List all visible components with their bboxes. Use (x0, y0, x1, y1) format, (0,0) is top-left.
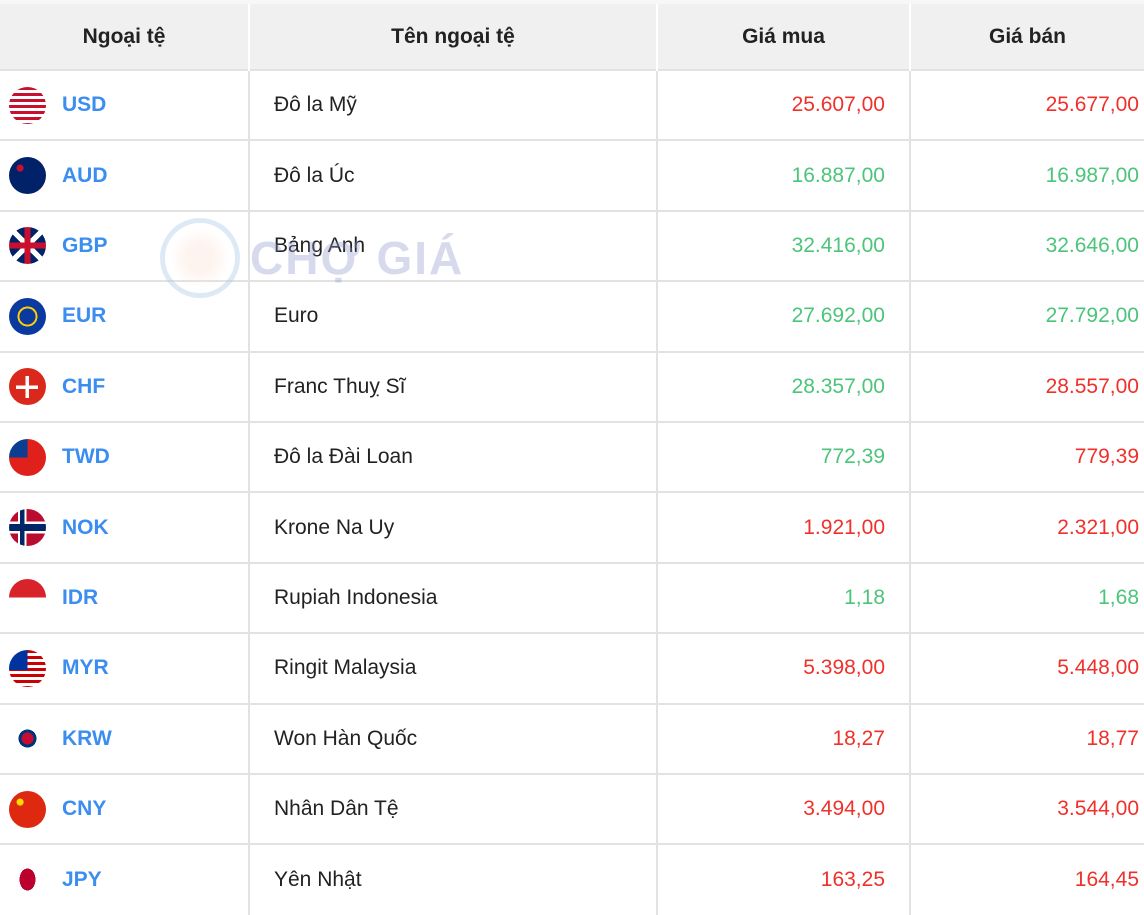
my-flag-icon (9, 649, 46, 687)
header-currency-code: Ngoại tệ (0, 4, 250, 70)
currency-name: Won Hàn Quốc (249, 702, 658, 774)
table-row: CNY Nhân Dân Tệ 3.494,00 3.544,00 (0, 772, 1144, 845)
ch-flag-icon (9, 368, 46, 406)
currency-code-cell: CNY (0, 772, 250, 845)
currency-code-link[interactable]: MYR (62, 656, 109, 680)
currency-name: Yên Nhật (249, 843, 658, 915)
us-flag-icon (9, 86, 46, 124)
header-currency-name: Tên ngoại tệ (249, 4, 658, 70)
currency-name: Đô la Đài Loan (249, 420, 658, 493)
sell-price: 28.557,00 (910, 350, 1144, 422)
currency-name: Đô la Mỹ (249, 68, 658, 141)
eu-flag-icon (9, 297, 46, 335)
sell-price: 16.987,00 (910, 139, 1144, 211)
currency-name: Euro (249, 280, 658, 352)
jp-flag-icon (9, 861, 46, 899)
buy-price: 1.921,00 (657, 491, 911, 563)
top-border (0, 0, 1144, 4)
currency-code-cell: IDR (0, 561, 250, 634)
au-flag-icon (9, 157, 46, 195)
table-row: USD Đô la Mỹ 25.607,00 25.677,00 (0, 68, 1144, 141)
sell-price: 164,45 (910, 843, 1144, 915)
table-row: GBP Bảng Anh 32.416,00 32.646,00 (0, 209, 1144, 282)
sell-price: 32.646,00 (910, 209, 1144, 282)
currency-code-link[interactable]: IDR (62, 585, 99, 609)
currency-code-link[interactable]: KRW (62, 726, 112, 750)
header-buy-price: Giá mua (657, 4, 911, 70)
currency-code-link[interactable]: CHF (62, 374, 106, 398)
buy-price: 3.494,00 (657, 772, 911, 845)
currency-name: Ringit Malaysia (249, 632, 658, 704)
currency-code-link[interactable]: EUR (62, 304, 107, 328)
currency-code-cell: USD (0, 68, 250, 141)
currency-code-cell: CHF (0, 350, 250, 422)
header-sell-price: Giá bán (910, 4, 1144, 70)
table-row: AUD Đô la Úc 16.887,00 16.987,00 (0, 139, 1144, 211)
currency-code-cell: JPY (0, 843, 250, 915)
sell-price: 5.448,00 (910, 632, 1144, 704)
buy-price: 163,25 (657, 843, 911, 915)
currency-code-link[interactable]: CNY (62, 797, 107, 821)
currency-name: Rupiah Indonesia (249, 561, 658, 634)
currency-name: Krone Na Uy (249, 491, 658, 563)
table-row: IDR Rupiah Indonesia 1,18 1,68 (0, 561, 1144, 634)
sell-price: 779,39 (910, 420, 1144, 493)
table-row: NOK Krone Na Uy 1.921,00 2.321,00 (0, 491, 1144, 563)
no-flag-icon (9, 509, 46, 547)
currency-code-link[interactable]: GBP (62, 233, 108, 257)
sell-price: 18,77 (910, 702, 1144, 774)
buy-price: 18,27 (657, 702, 911, 774)
sell-price: 3.544,00 (910, 772, 1144, 845)
table-row: CHF Franc Thuỵ Sĩ 28.357,00 28.557,00 (0, 350, 1144, 422)
currency-code-link[interactable]: TWD (62, 445, 110, 469)
currency-code-cell: GBP (0, 209, 250, 282)
currency-code-cell: EUR (0, 280, 250, 352)
currency-code-cell: TWD (0, 420, 250, 493)
currency-code-link[interactable]: JPY (62, 867, 102, 891)
buy-price: 27.692,00 (657, 280, 911, 352)
buy-price: 5.398,00 (657, 632, 911, 704)
gb-flag-icon (9, 227, 46, 265)
buy-price: 1,18 (657, 561, 911, 634)
buy-price: 32.416,00 (657, 209, 911, 282)
sell-price: 25.677,00 (910, 68, 1144, 141)
buy-price: 25.607,00 (657, 68, 911, 141)
currency-code-cell: KRW (0, 702, 250, 774)
id-flag-icon (9, 579, 46, 617)
table-row: TWD Đô la Đài Loan 772,39 779,39 (0, 420, 1144, 493)
currency-name: Nhân Dân Tệ (249, 772, 658, 845)
currency-name: Franc Thuỵ Sĩ (249, 350, 658, 422)
table-header-row: Ngoại tệ Tên ngoại tệ Giá mua Giá bán (0, 4, 1144, 70)
table-row: EUR Euro 27.692,00 27.792,00 (0, 280, 1144, 352)
currency-code-link[interactable]: NOK (62, 515, 109, 539)
exchange-rate-table: Ngoại tệ Tên ngoại tệ Giá mua Giá bán US… (0, 4, 1144, 915)
buy-price: 28.357,00 (657, 350, 911, 422)
currency-code-link[interactable]: AUD (62, 163, 108, 187)
table-row: KRW Won Hàn Quốc 18,27 18,77 (0, 702, 1144, 774)
currency-code-cell: NOK (0, 491, 250, 563)
currency-code-cell: MYR (0, 632, 250, 704)
sell-price: 2.321,00 (910, 491, 1144, 563)
table-row: JPY Yên Nhật 163,25 164,45 (0, 843, 1144, 915)
buy-price: 16.887,00 (657, 139, 911, 211)
sell-price: 27.792,00 (910, 280, 1144, 352)
kr-flag-icon (9, 720, 46, 758)
currency-code-link[interactable]: USD (62, 93, 107, 117)
currency-code-cell: AUD (0, 139, 250, 211)
buy-price: 772,39 (657, 420, 911, 493)
currency-name: Bảng Anh (249, 209, 658, 282)
cn-flag-icon (9, 790, 46, 828)
tw-flag-icon (9, 438, 46, 476)
table-row: MYR Ringit Malaysia 5.398,00 5.448,00 (0, 632, 1144, 704)
sell-price: 1,68 (910, 561, 1144, 634)
currency-name: Đô la Úc (249, 139, 658, 211)
